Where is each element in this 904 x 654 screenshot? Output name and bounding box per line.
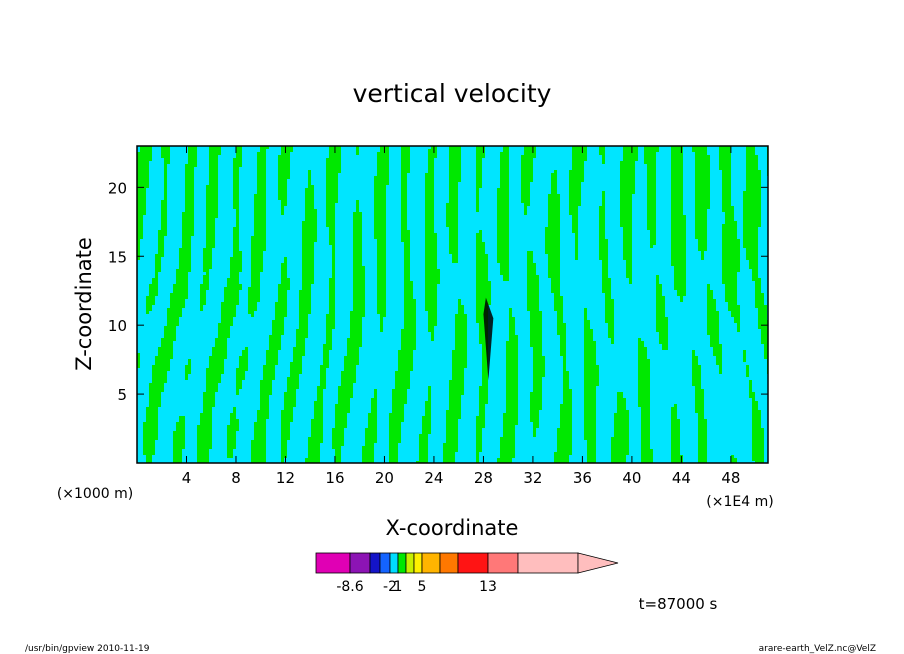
x-tick-label: 8 — [231, 469, 241, 487]
colorbar-segment — [517, 552, 579, 574]
colorbar-segment — [421, 552, 441, 574]
positive-velocity-region — [137, 146, 768, 463]
x-tick-label: 4 — [182, 469, 192, 487]
y-tick-label: 5 — [117, 386, 127, 404]
y-tick-label: 15 — [108, 248, 127, 266]
colorbar — [315, 552, 619, 574]
colorbar-labels: -8.6 -21 5 13 — [336, 579, 497, 595]
chart-title: vertical velocity — [353, 79, 552, 108]
footer-right: arare-earth_VelZ.nc@VelZ — [759, 644, 876, 654]
colorbar-label: 5 — [418, 579, 427, 595]
colorbar-segment — [457, 552, 489, 574]
plot-frame — [136, 145, 769, 464]
x-tick-label: 32 — [523, 469, 542, 487]
colorbar-segment — [349, 552, 371, 574]
y-tick-label: 20 — [108, 179, 127, 197]
colorbar-segment — [389, 552, 399, 574]
colorbar-label: 1 — [394, 579, 403, 595]
x-tick-label: 48 — [721, 469, 740, 487]
x-tick-label: 44 — [672, 469, 691, 487]
x-tick-label: 12 — [276, 469, 295, 487]
y-axis-label: Z-coordinate — [72, 237, 96, 371]
colorbar-segment — [397, 552, 407, 574]
colorbar-segment — [369, 552, 381, 574]
colorbar-label: 13 — [479, 579, 497, 595]
colorbar-segment — [405, 552, 415, 574]
x-tick-label: 28 — [474, 469, 493, 487]
plot-area — [136, 145, 769, 464]
x-tick-label: 36 — [573, 469, 592, 487]
time-annotation: t=87000 s — [639, 595, 718, 613]
y-axis: 5 10 15 20 — [108, 179, 768, 404]
colorbar-segment — [379, 552, 391, 574]
x-tick-label: 24 — [424, 469, 443, 487]
colorbar-segment — [413, 552, 423, 574]
x-axis: 4 8 12 16 20 24 28 32 36 40 44 48 — [182, 146, 740, 487]
contour-field — [137, 146, 768, 463]
colorbar-segment — [487, 552, 519, 574]
y-tick-label: 10 — [108, 317, 127, 335]
colorbar-segment — [315, 552, 351, 574]
x-unit-right: (×1E4 m) — [706, 494, 773, 510]
footer-left: /usr/bin/gpview 2010-11-19 — [25, 644, 150, 654]
x-tick-label: 40 — [622, 469, 641, 487]
colorbar-label: -8.6 — [336, 579, 363, 595]
x-axis-label: X-coordinate — [386, 516, 519, 540]
colorbar-extension-arrow — [577, 552, 619, 574]
x-unit-left: (×1000 m) — [57, 486, 133, 502]
colorbar-label: -2 — [383, 579, 397, 595]
x-tick-label: 20 — [375, 469, 394, 487]
x-tick-label: 16 — [325, 469, 344, 487]
updraft-core — [483, 297, 494, 381]
colorbar-segment — [439, 552, 459, 574]
